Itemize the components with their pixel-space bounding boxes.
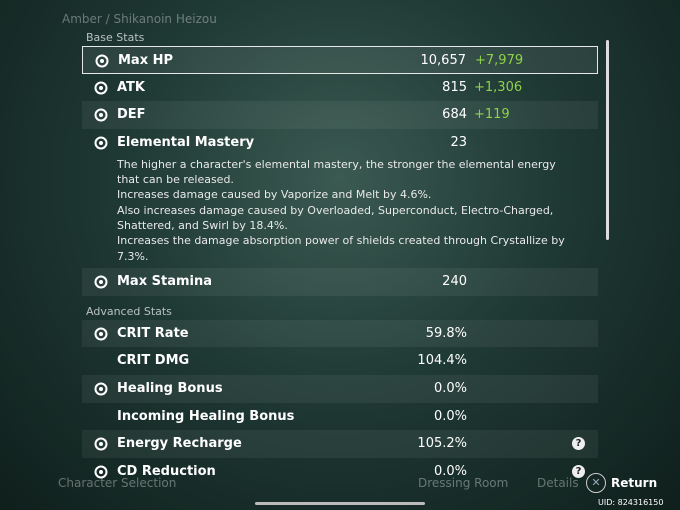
stat-row[interactable]: Incoming Healing Bonus 0.0% bbox=[82, 403, 598, 431]
stat-icon bbox=[94, 327, 108, 341]
stat-value: 23 bbox=[450, 135, 467, 151]
stat-row[interactable]: Healing Bonus 0.0% bbox=[82, 374, 598, 403]
stat-row[interactable]: CRIT Rate 59.8% bbox=[82, 319, 598, 348]
stat-value: 240 bbox=[442, 273, 467, 289]
scrollbar bbox=[606, 40, 609, 240]
character-selection[interactable]: Character Selection bbox=[58, 476, 177, 490]
stat-row[interactable]: Energy Recharge 105.2%? bbox=[82, 430, 598, 458]
stat-value: 105.2% bbox=[417, 436, 467, 452]
section-title: Advanced Stats bbox=[86, 304, 172, 318]
return-icon: ✕ bbox=[586, 473, 606, 493]
stat-icon bbox=[94, 437, 108, 451]
stat-label: CRIT Rate bbox=[117, 325, 189, 341]
stat-bonus: +119 bbox=[474, 107, 510, 123]
stat-icon bbox=[94, 382, 108, 396]
return[interactable]: Return bbox=[611, 476, 658, 490]
section-title: Base Stats bbox=[86, 31, 145, 44]
description-line: Increases the damage absorption power of… bbox=[117, 234, 565, 263]
stat-value: 684 bbox=[442, 107, 467, 123]
breadcrumb: Amber / Shikanoin Heizou bbox=[62, 12, 217, 26]
stat-row[interactable]: DEF 684 +119 bbox=[82, 101, 598, 130]
stat-label: Energy Recharge bbox=[117, 436, 242, 452]
stat-icon bbox=[94, 136, 108, 150]
stat-label: Max HP bbox=[118, 53, 174, 68]
stat-label: Max Stamina bbox=[117, 273, 212, 289]
description-line: Also increases damage caused by Overload… bbox=[117, 203, 554, 232]
stat-icon bbox=[94, 108, 108, 122]
stat-label: CRIT DMG bbox=[117, 353, 190, 369]
stat-description: The higher a character's elemental maste… bbox=[82, 157, 598, 268]
stat-value: 0.0% bbox=[433, 408, 467, 424]
help-icon[interactable]: ? bbox=[572, 464, 585, 478]
stat-label: Incoming Healing Bonus bbox=[117, 408, 295, 424]
stat-row[interactable]: CRIT DMG 104.4% bbox=[82, 347, 598, 375]
home-indicator bbox=[255, 502, 425, 505]
help-icon[interactable]: ? bbox=[572, 437, 585, 451]
stat-value: 59.8% bbox=[425, 325, 467, 341]
stat-row[interactable]: Elemental Mastery 23 bbox=[82, 129, 598, 157]
stat-label: CD Reduction bbox=[117, 463, 216, 479]
stat-icon bbox=[94, 465, 108, 479]
description-line: The higher a character's elemental maste… bbox=[117, 157, 556, 187]
stat-icon bbox=[95, 54, 109, 68]
stat-value: 0.0% bbox=[433, 463, 467, 479]
stat-bonus: +7,979 bbox=[475, 53, 524, 68]
stat-label: DEF bbox=[117, 107, 146, 123]
stat-value: 104.4% bbox=[417, 353, 467, 369]
stat-bonus: +1,306 bbox=[474, 79, 523, 95]
stat-value: 0.0% bbox=[433, 380, 467, 396]
stat-icon bbox=[94, 275, 108, 289]
stat-row[interactable]: ATK 815 +1,306 bbox=[82, 74, 598, 102]
stat-icon bbox=[94, 81, 108, 95]
stat-value: 815 bbox=[442, 79, 467, 95]
details[interactable]: Details bbox=[537, 476, 579, 490]
description-line: Increases damage caused by Vaporize and … bbox=[117, 188, 432, 202]
stat-value: 10,657 bbox=[420, 53, 467, 68]
stat-label: Elemental Mastery bbox=[117, 135, 255, 151]
stat-row[interactable]: Max Stamina 240 bbox=[82, 267, 598, 296]
stat-row[interactable]: Max HP 10,657 +7,979 bbox=[82, 46, 598, 74]
stats-panel: Base Stats Max HP 10,657 +7,979 ATK 815 +1,306… bbox=[82, 30, 598, 486]
dressing-room[interactable]: Dressing Room bbox=[418, 476, 509, 490]
stat-label: Healing Bonus bbox=[117, 380, 223, 396]
stat-label: ATK bbox=[117, 79, 145, 95]
stat-row[interactable]: CD Reduction 0.0%? bbox=[82, 458, 598, 486]
uid: UID: 824316150 bbox=[598, 498, 664, 507]
